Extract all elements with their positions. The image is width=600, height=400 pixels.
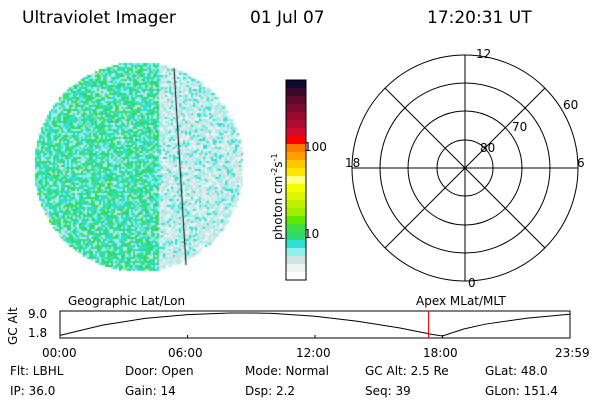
x-tick: 00:00 [42,346,77,360]
status-field: Seq: 39 [365,384,411,398]
colorbar-band [286,80,306,89]
colorbar-band [286,176,306,185]
status-field: Mode: Normal [245,364,329,378]
x-tick: 23:59 [555,346,590,360]
status-field: Gain: 14 [125,384,176,398]
colorbar-band [286,240,306,249]
colorbar-band [286,144,306,153]
colorbar-band [286,264,306,273]
colorbar-band [286,184,306,193]
colorbar-band [286,248,306,257]
colorbar-band [286,200,306,209]
altitude-plot-frame [59,310,571,339]
time: 17:20:31 UT [427,8,532,28]
colorbar-band [286,272,306,281]
status-field: Dsp: 2.2 [245,384,296,398]
colorbar-band [286,160,306,169]
status-field: GLat: 48.0 [485,364,548,378]
colorbar-band [286,256,306,265]
colorbar-band [286,112,306,121]
y-axis-label: GC Alt [6,307,20,345]
mlt-label-12: 12 [476,47,492,61]
x-tick: 18:00 [423,346,458,360]
colorbar-band [286,216,306,225]
lat-label-70: 70 [512,120,528,134]
colorbar-band [286,192,306,201]
lat-label-80: 80 [480,141,496,155]
colorbar-band [286,136,306,145]
status-field: IP: 36.0 [10,384,56,398]
mlt-label-6: 6 [577,156,585,170]
date: 01 Jul 07 [250,8,325,28]
x-tick: 12:00 [296,346,331,360]
status-field: Flt: LBHL [10,364,64,378]
colorbar-band [286,152,306,161]
colorbar-band [286,232,306,241]
x-tick: 06:00 [168,346,203,360]
altitude-line [59,312,570,337]
colorbar-frame [285,79,307,281]
colorbar-band [286,168,306,177]
instrument-title: Ultraviolet Imager [22,8,176,28]
mlt-label-18: 18 [345,156,361,170]
colorbar-label: photon cm-2s-1 [270,153,285,240]
mlt-label-0: 0 [468,276,476,290]
colorbar-band [286,96,306,105]
status-field: GC Alt: 2.5 Re [365,364,449,378]
status-field: Door: Open [125,364,194,378]
colorbar-tick-100: 100 [304,140,327,154]
colorbar-band [286,88,306,97]
y-tick: 9.0 [28,307,48,321]
lat-label-60: 60 [563,98,579,112]
colorbar-band [286,120,306,129]
colorbar-band [286,208,306,217]
geo-label: Geographic Lat/Lon [68,294,186,308]
status-field: GLon: 151.4 [485,384,558,398]
y-tick: 1.8 [28,326,48,340]
colorbar-band [286,128,306,137]
colorbar-tick-10: 10 [304,227,320,241]
colorbar-band [286,224,306,233]
apex-label: Apex MLat/MLT [416,294,506,308]
mlt-diagonal [384,87,546,249]
colorbar-band [286,104,306,113]
